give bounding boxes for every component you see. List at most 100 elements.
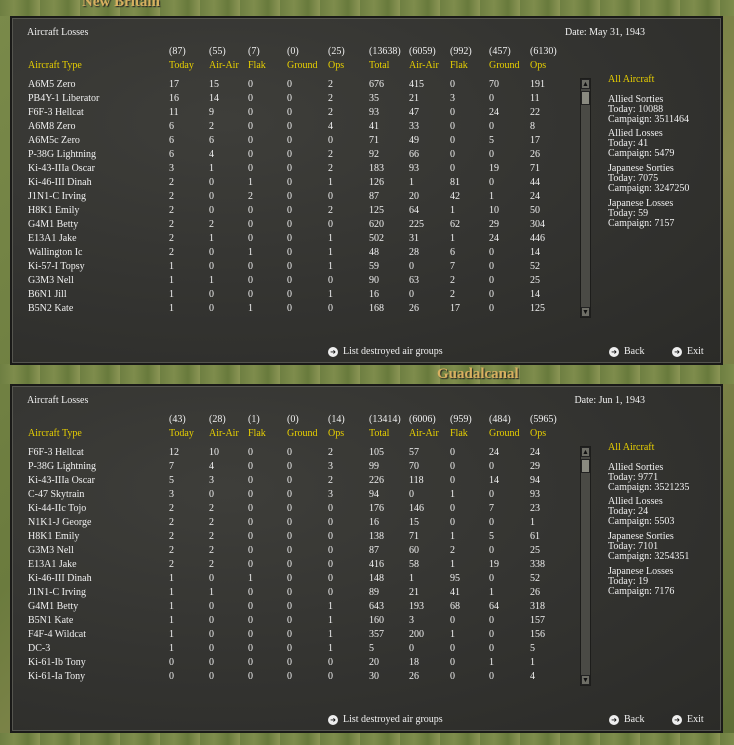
column-header[interactable]: Total [369,60,390,71]
table-cell: 0 [209,671,214,682]
column-header[interactable]: Ops [530,428,547,439]
column-header[interactable]: Air-Air [409,60,439,71]
scroll-up-arrow-icon[interactable]: ▲ [581,447,590,457]
table-row-aircraft-name[interactable]: F6F-3 Hellcat [28,447,84,458]
column-header[interactable]: Ground [489,60,520,71]
table-row-aircraft-name[interactable]: Ki-46-III Dinah [28,573,92,584]
exit-button[interactable]: ➜ Exit [672,714,704,725]
column-header[interactable]: Air-Air [209,60,239,71]
table-row-aircraft-name[interactable]: F4F-4 Wildcat [28,629,87,640]
table-cell: 31 [409,233,419,244]
table-row-aircraft-name[interactable]: B5N2 Kate [28,303,74,314]
column-header[interactable]: Total [369,428,390,439]
table-row-aircraft-name[interactable]: Ki-44-IIc Tojo [28,503,87,514]
table-cell: 0 [287,135,292,146]
column-header[interactable]: Ops [328,60,345,71]
arrow-right-icon: ➜ [672,714,682,725]
list-destroyed-air-groups-button[interactable]: ➜ List destroyed air groups [328,346,443,357]
table-row-aircraft-name[interactable]: A6M5c Zero [28,135,80,146]
table-cell: 0 [248,643,253,654]
table-row-aircraft-name[interactable]: G3M3 Nell [28,275,74,286]
table-row-aircraft-name[interactable]: P-38G Lightning [28,149,97,160]
table-cell: 1 [169,601,174,612]
column-total: (28) [209,414,226,425]
table-row-aircraft-name[interactable]: PB4Y-1 Liberator [28,93,100,104]
table-scrollbar[interactable]: ▲ ▼ [580,78,591,318]
table-cell: 1 [530,517,535,528]
table-row-aircraft-name[interactable]: E13A1 Jake [28,233,77,244]
table-cell: 22 [530,107,540,118]
table-cell: 1 [248,247,253,258]
column-header[interactable]: Ground [287,60,318,71]
scroll-down-arrow-icon[interactable]: ▼ [581,675,590,685]
table-cell: 1 [328,643,333,654]
table-row-aircraft-name[interactable]: G3M3 Nell [28,545,74,556]
table-cell: 1 [209,587,214,598]
table-scrollbar[interactable]: ▲ ▼ [580,446,591,686]
table-cell: 29 [530,461,540,472]
arrow-right-icon: ➜ [328,714,338,725]
column-header[interactable]: Today [169,60,194,71]
back-button[interactable]: ➜ Back [609,714,645,725]
table-cell: 1 [169,629,174,640]
side-block-title: Japanese Sorties [608,531,674,542]
table-row-aircraft-name[interactable]: E13A1 Jake [28,559,77,570]
scrollbar-thumb[interactable] [581,91,590,105]
table-row-aircraft-name[interactable]: F6F-3 Hellcat [28,107,84,118]
table-cell: 0 [209,657,214,668]
column-header[interactable]: Flak [248,428,266,439]
table-cell: 20 [409,191,419,202]
back-button[interactable]: ➜ Back [609,346,645,357]
column-header[interactable]: Flak [450,60,468,71]
table-cell: 0 [287,559,292,570]
table-cell: 5 [369,643,374,654]
column-header[interactable]: Air-Air [409,428,439,439]
table-cell: 30 [369,671,379,682]
table-row-aircraft-name[interactable]: B5N1 Kate [28,615,74,626]
table-row-aircraft-name[interactable]: Ki-61-Ib Tony [28,657,86,668]
scroll-up-arrow-icon[interactable]: ▲ [581,79,590,89]
table-cell: 70 [489,79,499,90]
table-row-aircraft-name[interactable]: P-38G Lightning [28,461,97,472]
table-cell: 225 [409,219,424,230]
table-row-aircraft-name[interactable]: J1N1-C Irving [28,587,87,598]
table-row-aircraft-name[interactable]: Ki-46-III Dinah [28,177,92,188]
side-header-all-aircraft[interactable]: All Aircraft [608,74,655,85]
column-header[interactable]: Air-Air [209,428,239,439]
table-cell: 0 [248,447,253,458]
table-row-aircraft-name[interactable]: N1K1-J George [28,517,92,528]
table-cell: 1 [328,629,333,640]
table-row-aircraft-name[interactable]: G4M1 Betty [28,601,79,612]
table-cell: 0 [287,121,292,132]
list-destroyed-air-groups-button[interactable]: ➜ List destroyed air groups [328,714,443,725]
column-header[interactable]: Flak [450,428,468,439]
table-row-aircraft-name[interactable]: J1N1-C Irving [28,191,87,202]
table-row-aircraft-name[interactable]: Ki-57-I Topsy [28,261,85,272]
table-row-aircraft-name[interactable]: G4M1 Betty [28,219,79,230]
table-row-aircraft-name[interactable]: Wallington Ic [28,247,83,258]
table-row-aircraft-name[interactable]: Ki-43-IIIa Oscar [28,475,95,486]
table-row-aircraft-name[interactable]: A6M8 Zero [28,121,76,132]
column-header[interactable]: Ops [530,60,547,71]
column-header[interactable]: Today [169,428,194,439]
table-cell: 0 [328,275,333,286]
table-row-aircraft-name[interactable]: DC-3 [28,643,51,654]
exit-button[interactable]: ➜ Exit [672,346,704,357]
table-row-aircraft-name[interactable]: H8K1 Emily [28,205,80,216]
table-row-aircraft-name[interactable]: Ki-61-Ia Tony [28,671,86,682]
table-row-aircraft-name[interactable]: B6N1 Jill [28,289,67,300]
column-header[interactable]: Ops [328,428,345,439]
column-header-aircraft-type[interactable]: Aircraft Type [28,428,82,439]
scrollbar-thumb[interactable] [581,459,590,473]
column-header[interactable]: Ground [489,428,520,439]
table-row-aircraft-name[interactable]: A6M5 Zero [28,79,76,90]
column-header-aircraft-type[interactable]: Aircraft Type [28,60,82,71]
side-header-all-aircraft[interactable]: All Aircraft [608,442,655,453]
column-header[interactable]: Ground [287,428,318,439]
table-row-aircraft-name[interactable]: C-47 Skytrain [28,489,85,500]
table-row-aircraft-name[interactable]: Ki-43-IIIa Oscar [28,163,95,174]
scroll-down-arrow-icon[interactable]: ▼ [581,307,590,317]
side-block-title: Allied Losses [608,496,663,507]
table-row-aircraft-name[interactable]: H8K1 Emily [28,531,80,542]
column-header[interactable]: Flak [248,60,266,71]
